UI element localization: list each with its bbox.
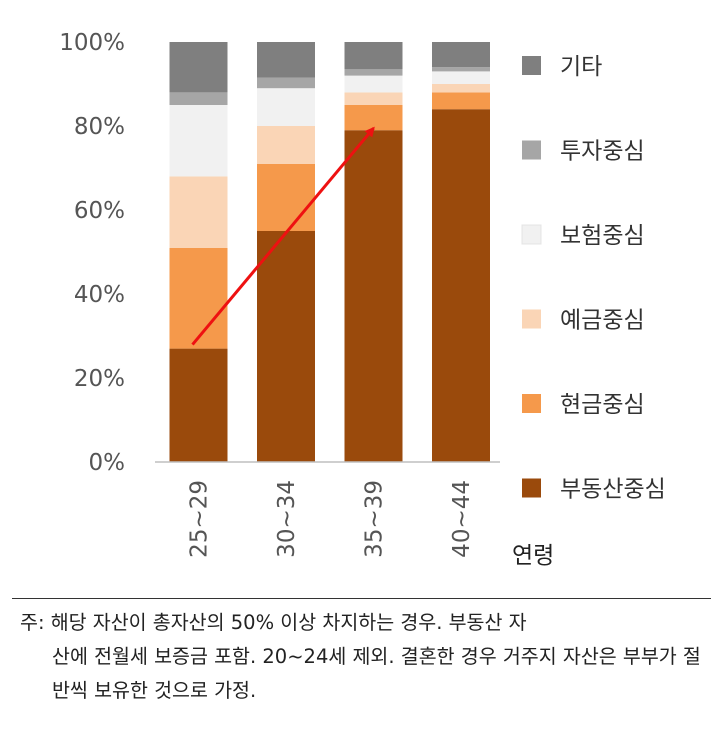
legend-label: 부동산중심 [560,477,666,503]
x-tick-label: 35~39 [362,480,388,558]
legend-swatch [521,224,542,245]
legend-label: 투자중심 [560,139,645,165]
bar-segment [169,176,228,248]
x-tick-label: 30~34 [274,480,300,558]
y-tick-label: 20% [74,366,125,392]
bar-segment [432,42,490,68]
legend-label: 현금중심 [560,392,645,418]
bar-segment [344,42,403,70]
bar-segment [344,105,403,131]
legend-swatch [522,394,541,413]
bar-segment [257,231,315,462]
trend-arrow [191,126,375,346]
bar-segment [344,92,403,105]
y-tick-label: 60% [74,198,125,224]
y-tick-label: 100% [59,30,125,56]
bar-segment [169,92,228,105]
y-tick-label: 0% [89,450,126,476]
stacked-bar-chart: 0%20%40%60%80%100% 25~29 30~34 35~39 40~44 … [59,30,666,569]
legend-label: 기타 [560,54,602,80]
y-axis-ticks: 0% 20% 40% 60% 80% 100% [59,30,125,476]
bar-segment [257,77,315,89]
bar-segment [432,84,490,93]
x-tick-label: 40~44 [449,480,475,558]
bar-segment [432,109,490,462]
legend-label: 예금중심 [560,308,645,334]
bar-segment [169,42,228,93]
x-tick-label: 25~29 [187,480,213,558]
bar-segment [344,69,403,76]
bar-segment [169,348,228,462]
bar-segment [169,105,228,177]
y-tick-label: 80% [74,114,125,140]
bar-segment [432,92,490,110]
footnote-continuation: 산에 전월세 보증금 포함. 20~24세 제외. 결혼한 경우 거주지 자산은… [52,645,701,702]
bar-segment [344,130,403,462]
bar-segment [257,163,315,231]
bar-segment [169,247,228,349]
legend-swatch [522,478,541,498]
footnote-line-1: 주: 해당 자산이 총자산의 50% 이상 차지하는 경우. 부동산 자 [20,611,527,634]
bar-segment [432,67,490,72]
legend-swatch [522,309,541,329]
bar-segment [432,71,490,84]
bars [169,42,490,462]
x-axis-title: 연령 [512,543,554,569]
bar-segment [257,42,315,78]
legend-label: 보험중심 [560,223,645,249]
bar-segment [257,126,315,164]
legend-swatch [522,56,541,75]
legend-swatch [522,140,541,160]
y-tick-label: 40% [74,282,125,308]
trend-arrow-line [191,126,375,346]
bar-segment [257,88,315,126]
footnote: 주: 해당 자산이 총자산의 50% 이상 차지하는 경우. 부동산 자 산에 … [20,606,710,708]
divider [12,598,711,599]
bar-segment [344,75,403,93]
x-axis-ticks: 25~29 30~34 35~39 40~44 [187,480,476,558]
